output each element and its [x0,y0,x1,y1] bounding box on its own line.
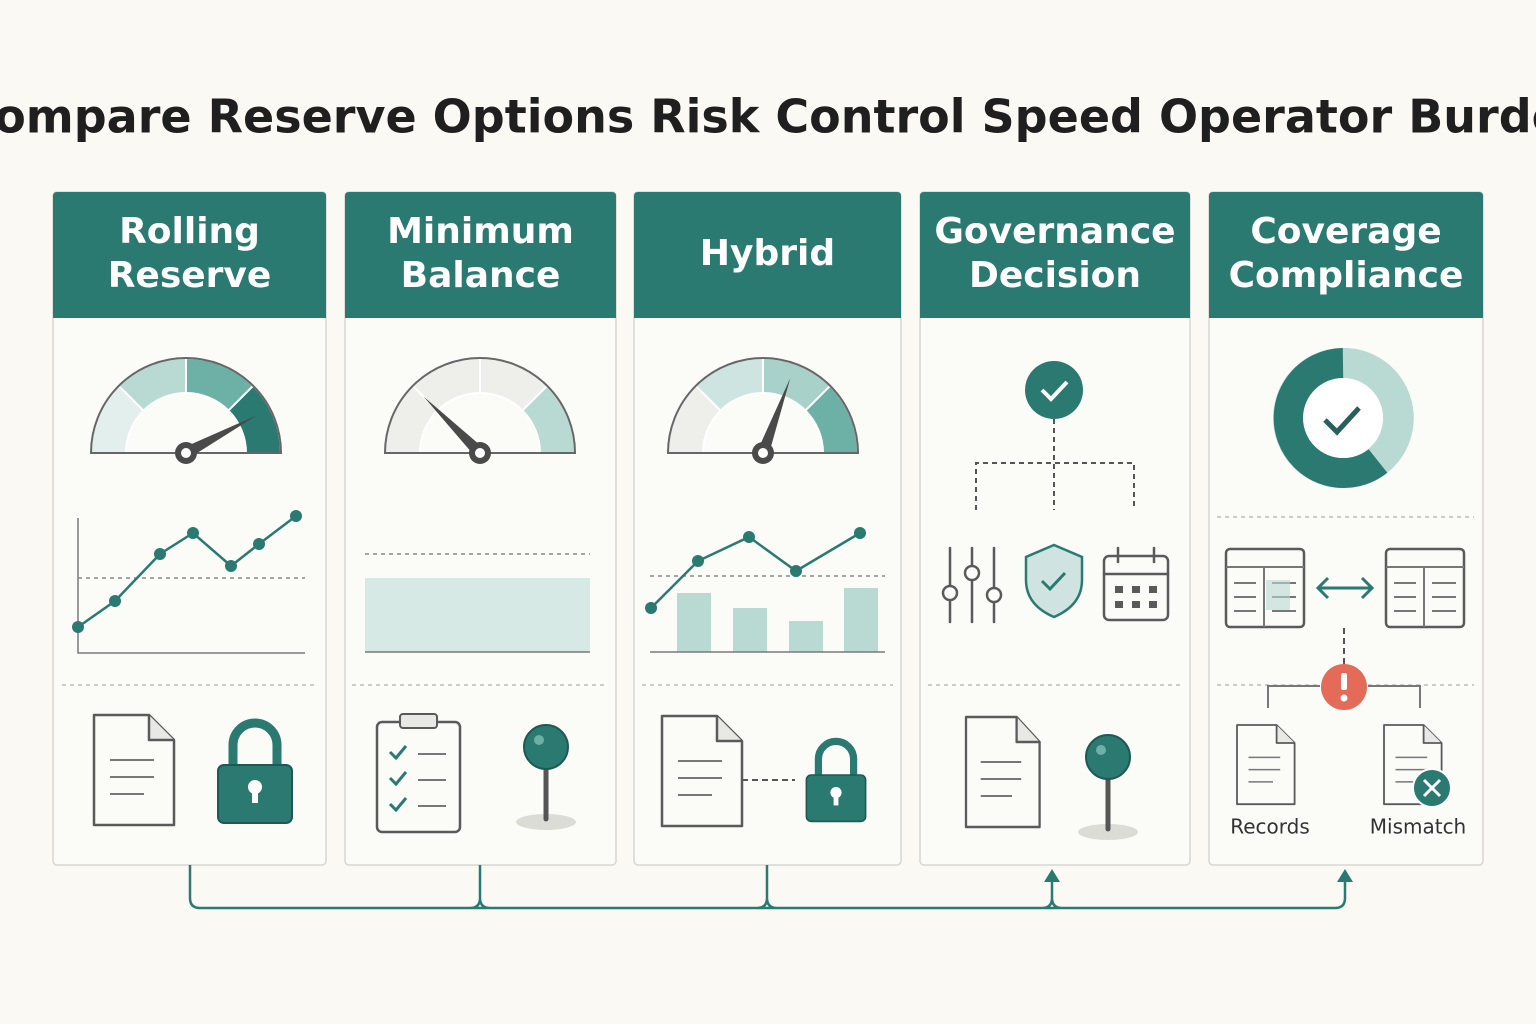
column-header: Hybrid [700,233,835,274]
gauge-needle [757,377,791,456]
title: Compare Reserve Options Risk Control Spe… [0,90,1536,144]
gauge-outline [666,357,860,454]
card-header [920,192,1190,318]
column-header: Reserve [108,255,272,296]
gauge-outline [89,357,283,454]
card-header [1209,192,1483,318]
column-header: Balance [401,255,561,296]
card-header [53,192,326,318]
column-header: Compliance [1229,255,1464,296]
column-header: Minimum [387,211,574,252]
records-label: Records [1230,815,1310,839]
gauge-needle [423,396,485,458]
card-header [634,192,901,318]
column-header: Decision [969,255,1141,296]
mismatch-label: Mismatch [1370,815,1466,839]
column-header: Rolling [119,211,260,252]
gauge-hub-center [475,448,485,458]
column-header: Governance [934,211,1175,252]
column-header: Coverage [1250,211,1441,252]
gauge-hub-center [758,448,768,458]
gauge-hub-center [181,448,191,458]
card-header [345,192,616,318]
gauge-outline [383,357,577,454]
gauge-needle [183,415,257,459]
